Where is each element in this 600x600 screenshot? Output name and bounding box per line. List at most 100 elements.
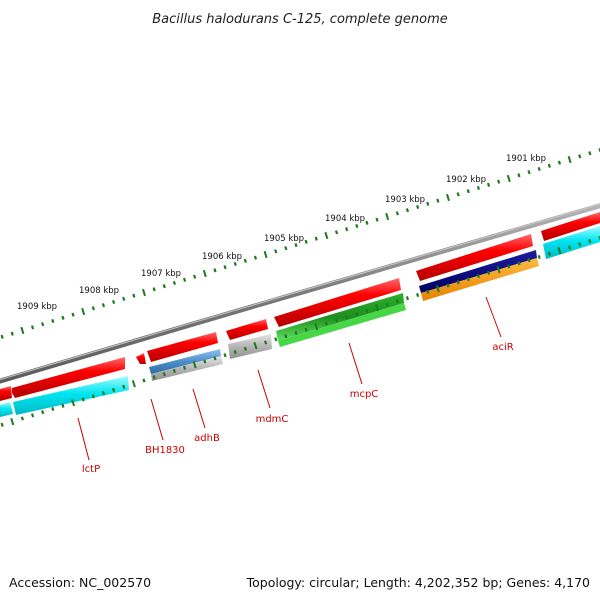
cog-band-green-mcpC (276, 293, 404, 341)
outer-scale-minor-tick (152, 287, 156, 292)
outer-scale-minor-tick (122, 296, 126, 301)
outer-scale-minor-tick (304, 239, 308, 244)
outer-scale-major-tick (202, 269, 207, 278)
inner-scale-minor-tick (284, 334, 288, 339)
cog-band-cyan-right (543, 226, 600, 259)
kbp-label-1903: 1903 kbp (385, 195, 425, 205)
accession-text: Accession: NC_002570 (9, 575, 152, 590)
inner-scale-minor-tick (568, 245, 572, 250)
inner-scale-minor-tick (345, 315, 349, 320)
kbp-label-1907: 1907 kbp (141, 269, 181, 279)
gene-label-lctP: lctP (82, 464, 100, 475)
inner-scale-minor-tick (152, 375, 156, 380)
gene-label-aciR: aciR (492, 342, 513, 353)
inner-scale-minor-tick (81, 397, 85, 402)
outer-scale-minor-tick (405, 208, 410, 213)
inner-scale-minor-tick (456, 280, 460, 285)
inner-scale-major-tick (71, 399, 76, 407)
inner-scale-minor-tick (395, 299, 399, 304)
outer-scale-major-tick (20, 326, 25, 335)
kbp-label-1901: 1901 kbp (506, 154, 546, 164)
outer-scale-major-tick (385, 212, 390, 221)
outer-scale-minor-tick (61, 315, 65, 320)
outer-scale-minor-tick (243, 258, 247, 263)
outer-scale-minor-tick (588, 151, 592, 156)
outer-scale-minor-tick (314, 236, 318, 241)
inner-scale-major-tick (435, 285, 440, 293)
outer-scale-minor-tick (223, 265, 227, 270)
genome-backbone (0, 203, 600, 384)
inner-scale-minor-tick (426, 289, 430, 294)
leader-line-lctP (77, 417, 90, 461)
outer-scale-minor-tick (284, 246, 288, 251)
kbp-scale-labels: 1901 kbp 1902 kbp 1903 kbp 1904 kbp 1905… (17, 154, 546, 312)
inner-scale-minor-tick (294, 330, 298, 336)
kbp-label-1909: 1909 kbp (17, 302, 57, 312)
outer-scale-minor-tick (162, 284, 166, 289)
outer-scale-minor-tick (436, 198, 440, 203)
outer-scale-minor-tick (486, 182, 491, 187)
inner-scale-minor-tick (30, 413, 35, 418)
kbp-label-1904: 1904 kbp (325, 214, 365, 224)
cog-band-orange-aciR (421, 258, 539, 301)
gene-arrow-adhB (147, 332, 218, 362)
outer-scale-minor-tick (10, 331, 14, 336)
outer-scale-minor-tick (253, 255, 258, 260)
kbp-label-1902: 1902 kbp (446, 175, 486, 185)
inner-scale-minor-tick (578, 242, 582, 247)
outer-scale-major-tick (142, 288, 146, 297)
inner-scale-minor-tick (416, 292, 420, 298)
outer-scale-minor-tick (213, 268, 217, 273)
outer-scale-minor-tick (547, 163, 551, 168)
gene-arrow-aciR (416, 234, 533, 281)
inner-scale-minor-tick (588, 239, 592, 244)
outer-scale-major-tick (81, 307, 86, 316)
outer-scale-minor-tick (51, 318, 55, 324)
inner-scale-minor-tick (213, 356, 217, 361)
inner-scale-minor-tick (304, 327, 308, 332)
outer-scale-minor-tick (375, 217, 379, 222)
inner-scale-minor-tick (405, 296, 410, 301)
inner-scale-minor-tick (517, 261, 521, 266)
topology-text: Topology: circular; Length: 4,202,352 bp… (246, 575, 590, 590)
kbp-label-1906: 1906 kbp (202, 252, 242, 262)
inner-scale-major-tick (314, 323, 319, 331)
inner-scale-minor-tick (334, 318, 339, 323)
gene-label-adhB: adhB (194, 433, 220, 444)
outer-scale-major-tick (263, 250, 268, 259)
gene-arrow-mcpC (274, 278, 401, 327)
inner-scale-minor-tick (203, 359, 207, 364)
cog-band-steel-adhB (149, 349, 221, 374)
gene-arrow-mdmC (226, 319, 268, 340)
inner-scale-minor-tick (142, 378, 146, 383)
inner-scale-minor-tick (466, 277, 470, 282)
outer-scale-minor-tick (557, 160, 562, 165)
cog-band-cyan-lctP (13, 376, 129, 415)
inner-scale-major-tick (253, 342, 258, 350)
leader-line-mdmC (257, 369, 271, 409)
inner-scale-minor-tick (527, 258, 531, 263)
outer-scale-major-tick (446, 193, 450, 202)
gene-features (0, 212, 600, 401)
outer-scale-minor-tick (537, 166, 541, 172)
outer-scale-major-tick (324, 231, 329, 240)
outer-scale-minor-tick (578, 154, 582, 159)
gene-label-mdmC: mdmC (256, 414, 289, 425)
inner-scale-minor-tick (61, 403, 65, 408)
outer-scale-major-tick (567, 155, 572, 164)
outer-scale-minor-tick (426, 201, 430, 206)
inner-scale-minor-tick (162, 372, 166, 377)
inner-scale-minor-tick (112, 387, 116, 393)
outer-scale-minor-tick (182, 277, 187, 282)
gene-arrow-lctP (12, 357, 125, 398)
outer-scale-minor-tick (497, 179, 501, 184)
outer-scale-minor-tick (233, 261, 237, 267)
inner-scale-minor-tick (365, 308, 369, 313)
inner-scale-minor-tick (476, 273, 480, 279)
inner-scale-major-tick (10, 418, 15, 426)
inner-scale-minor-tick (101, 391, 106, 396)
outer-scale-minor-tick (345, 227, 349, 232)
outer-scale-minor-tick (527, 170, 531, 175)
inner-scale-minor-tick (122, 384, 126, 389)
